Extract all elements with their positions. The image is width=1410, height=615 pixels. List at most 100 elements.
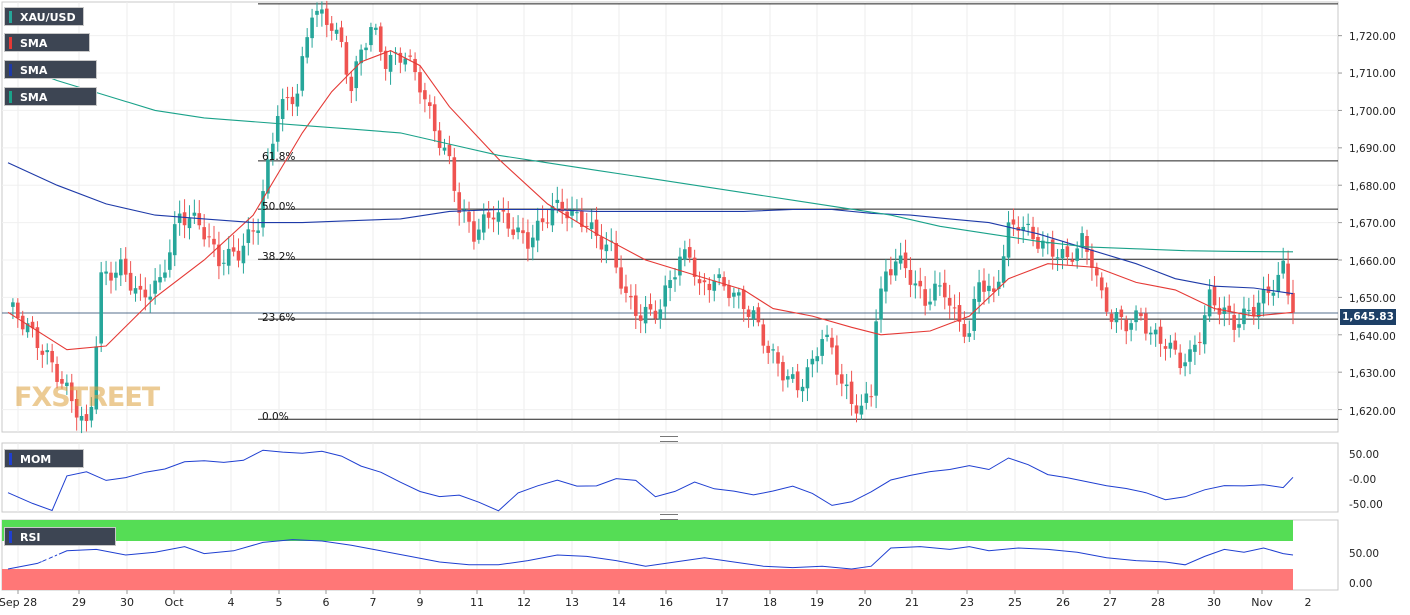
candle-up	[1183, 362, 1187, 367]
date-label: 19	[810, 596, 824, 609]
candle-up	[241, 245, 246, 264]
candle-down	[182, 212, 187, 226]
rsi-label: RSI (14,70,30,1)	[20, 531, 97, 563]
candle-up	[1188, 349, 1192, 362]
candle-up	[1271, 292, 1276, 296]
candle-down	[511, 229, 515, 235]
candle-down	[560, 201, 565, 212]
fib-label-0: 0.0%	[262, 411, 289, 423]
candle-down	[854, 405, 859, 414]
candle-up	[996, 281, 1001, 290]
candle-down	[207, 236, 211, 238]
sma100-tag[interactable]: SMA (100,0)	[4, 60, 97, 96]
price-tick: 1,670.00	[1349, 218, 1396, 230]
candle-up	[712, 280, 717, 291]
candle-up	[442, 147, 447, 151]
candle-up	[65, 382, 69, 387]
mom-tag[interactable]: MOM (20)	[4, 449, 84, 485]
candle-down	[889, 269, 893, 276]
candle-down	[692, 257, 697, 277]
mom-swatch	[9, 453, 12, 465]
candle-down	[1050, 239, 1055, 257]
candle-up	[45, 350, 50, 353]
candle-up	[825, 334, 829, 338]
candle-up	[535, 220, 540, 241]
sma-200-line	[7, 61, 1294, 253]
candle-up	[736, 292, 741, 296]
date-label: Sep 28	[0, 596, 38, 609]
candle-down	[614, 243, 618, 268]
candle-up	[280, 99, 285, 120]
candle-up	[732, 292, 736, 297]
momentum-line	[7, 449, 1294, 512]
candle-down	[349, 76, 354, 92]
candle-up	[374, 27, 378, 30]
candle-up	[320, 9, 324, 14]
candle-up	[663, 285, 668, 307]
candle-up	[315, 10, 319, 15]
candle-up	[859, 405, 864, 415]
candle-up	[820, 339, 824, 356]
candle-up	[163, 272, 167, 278]
date-label: 25	[1008, 596, 1022, 609]
candle-down	[835, 345, 839, 375]
mom-tick: -0.00	[1349, 474, 1377, 486]
candle-up	[1242, 308, 1246, 325]
candle-down	[992, 288, 996, 292]
candle-down	[1232, 314, 1236, 330]
candle-down	[423, 90, 427, 100]
candle-up	[550, 205, 555, 226]
pane-resize-handle[interactable]	[660, 436, 678, 442]
pane-resize-handle[interactable]	[660, 514, 678, 520]
candle-up	[800, 386, 805, 392]
price-tick: 1,650.00	[1349, 293, 1396, 305]
candle-down	[1090, 249, 1094, 268]
candle-up	[604, 244, 609, 252]
date-label: 21	[905, 596, 919, 609]
candle-up	[717, 274, 721, 279]
candle-down	[50, 350, 54, 363]
candle-up	[99, 272, 103, 344]
candle-down	[633, 295, 638, 316]
date-label: 20	[858, 596, 872, 609]
rsi-tag[interactable]: RSI (14,70,30,1)	[4, 527, 116, 563]
date-label: 12	[517, 596, 531, 609]
candle-down	[1217, 307, 1222, 315]
candle-up	[977, 282, 981, 302]
candle-up	[1207, 289, 1212, 317]
candle-up	[334, 29, 339, 34]
candle-down	[947, 297, 952, 306]
candle-down	[197, 213, 202, 226]
candle-up	[938, 285, 942, 287]
sma20-tag[interactable]: SMA (20,0)	[4, 33, 90, 69]
candle-up	[1281, 260, 1285, 274]
last-price-tag: 1,645.83	[1340, 309, 1396, 325]
candle-down	[830, 337, 834, 348]
candle-down	[923, 289, 927, 306]
candle-down	[869, 396, 874, 398]
candle-up	[177, 213, 182, 224]
candle-up	[11, 302, 15, 307]
candle-up	[89, 406, 94, 421]
candle-down	[776, 352, 780, 364]
candle-down	[629, 295, 633, 298]
sma200-tag[interactable]: SMA (200,0)	[4, 87, 97, 123]
candle-up	[987, 285, 991, 292]
candle-down	[491, 217, 496, 220]
candle-up	[153, 280, 157, 294]
candle-up	[477, 229, 481, 240]
candle-up	[462, 209, 466, 211]
candle-up	[158, 277, 162, 283]
candle-up	[359, 49, 363, 64]
symbol-tag[interactable]: XAU/USD	[4, 7, 84, 26]
price-tick: 1,660.00	[1349, 256, 1396, 268]
candle-up	[1276, 274, 1281, 292]
candle-up	[643, 306, 648, 324]
candle-down	[707, 283, 712, 291]
candle-down	[722, 277, 726, 287]
candle-up	[496, 212, 501, 222]
candle-down	[109, 272, 113, 281]
date-label: 30	[1207, 596, 1221, 609]
sma200-swatch	[9, 91, 12, 103]
